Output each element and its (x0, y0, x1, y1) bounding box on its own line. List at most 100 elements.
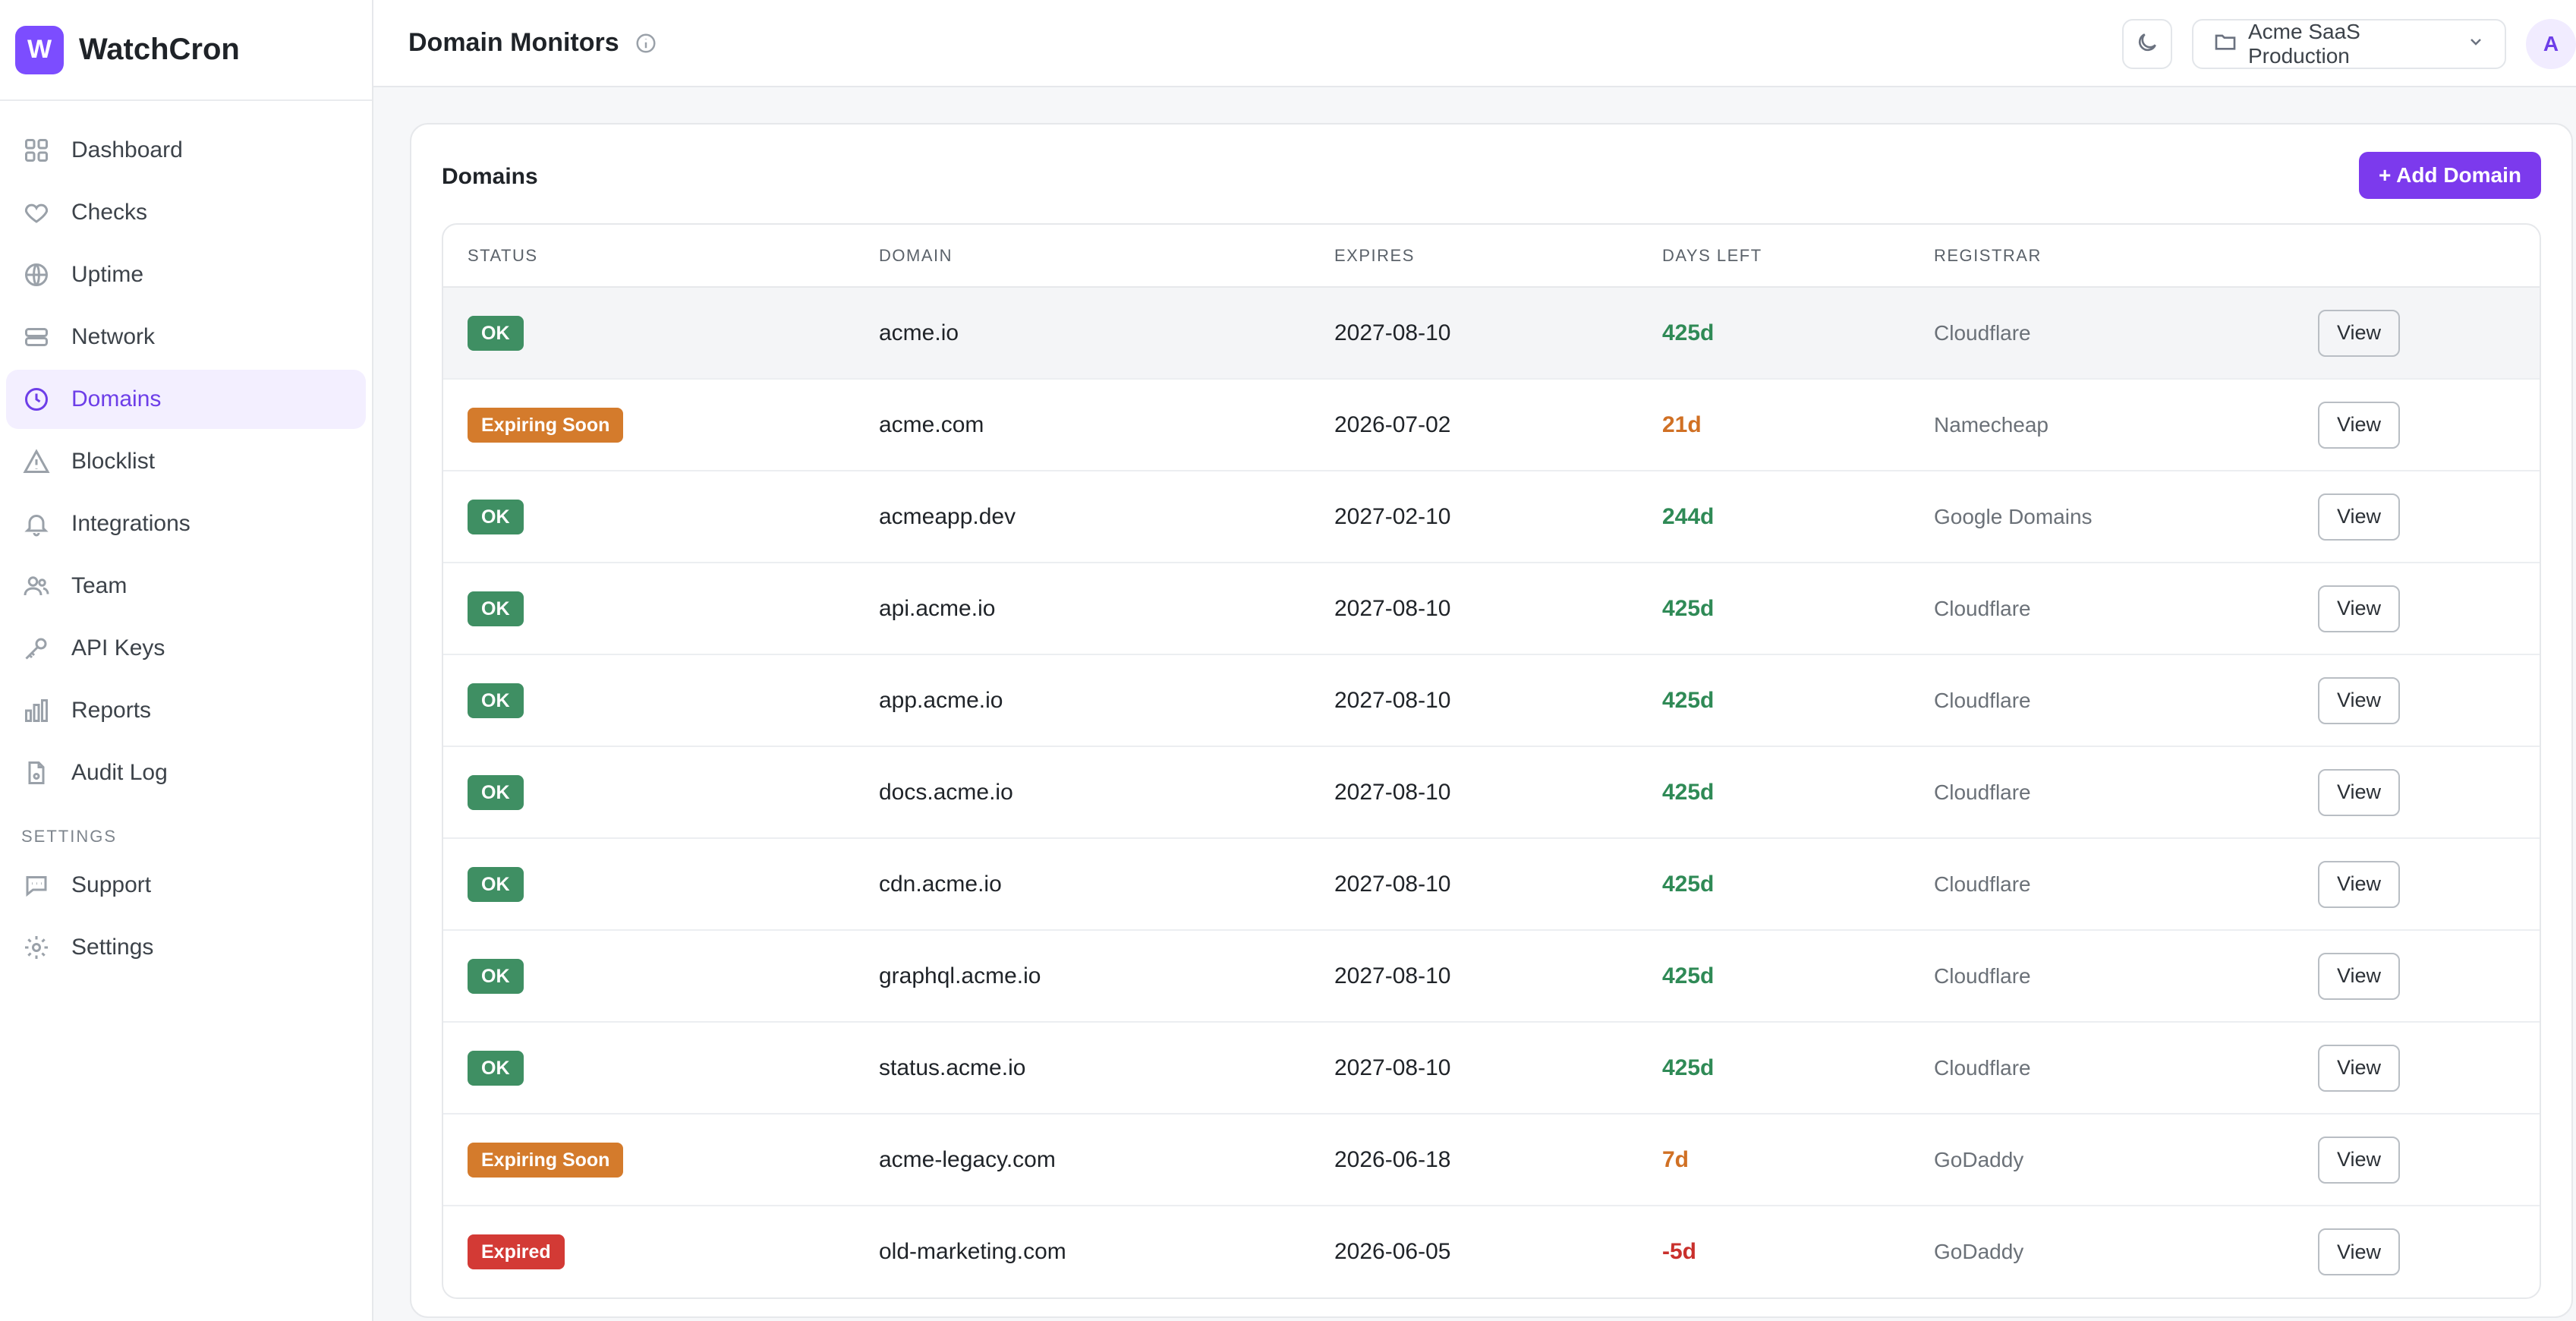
table-row[interactable]: OK graphql.acme.io 2027-08-10 425d Cloud… (443, 930, 2540, 1023)
sidebar-item-team[interactable]: Team (6, 556, 366, 616)
status-badge: OK (468, 591, 524, 626)
bell-icon (21, 509, 52, 539)
project-select[interactable]: Acme SaaS Production (2192, 18, 2506, 69)
table-row[interactable]: OK api.acme.io 2027-08-10 425d Cloudflar… (443, 563, 2540, 655)
expires-cell: 2027-08-10 (1310, 838, 1638, 931)
sidebar-item-label: API Keys (71, 635, 165, 660)
column-header-days-left[interactable]: DAYS LEFT (1638, 225, 1910, 288)
view-button[interactable]: View (2318, 585, 2400, 632)
sidebar-item-label: Uptime (71, 262, 144, 287)
registrar-cell: GoDaddy (1934, 1240, 2024, 1263)
domain-cell: api.acme.io (855, 563, 1310, 655)
column-header-domain[interactable]: DOMAIN (855, 225, 1310, 288)
expires-cell: 2027-08-10 (1310, 287, 1638, 380)
globe-icon (21, 260, 52, 290)
brand-logo: W (15, 25, 64, 74)
domain-cell: acmeapp.dev (855, 471, 1310, 563)
table-row[interactable]: Expiring Soon acme-legacy.com 2026-06-18… (443, 1114, 2540, 1206)
domains-table-wrapper: STATUS DOMAIN EXPIRES DAYS LEFT REGISTRA… (442, 223, 2541, 1299)
registrar-cell: GoDaddy (1910, 1114, 2294, 1206)
theme-toggle-button[interactable] (2122, 18, 2172, 69)
registrar-cell: Google Domains (1910, 471, 2294, 563)
sidebar-item-support[interactable]: Support (6, 856, 366, 915)
sidebar-item-integrations[interactable]: Integrations (6, 494, 366, 553)
sidebar-item-label: Support (71, 872, 152, 897)
table-header-row: STATUS DOMAIN EXPIRES DAYS LEFT REGISTRA… (443, 225, 2540, 288)
column-header-registrar[interactable]: REGISTRAR (1910, 225, 2294, 288)
sidebar-item-uptime[interactable]: Uptime (6, 245, 366, 304)
registrar-cell: Cloudflare (1910, 654, 2294, 747)
card-title: Domains (442, 164, 538, 189)
days-left-cell: 425d (1638, 930, 1910, 1023)
table-row[interactable]: OK app.acme.io 2027-08-10 425d Cloudflar… (443, 654, 2540, 747)
sidebar-item-label: Integrations (71, 511, 191, 536)
sidebar-item-settings[interactable]: Settings (6, 918, 366, 977)
view-button[interactable]: View (2318, 493, 2400, 541)
table-row[interactable]: OK status.acme.io 2027-08-10 425d Cloudf… (443, 1022, 2540, 1114)
view-button[interactable]: View (2318, 860, 2400, 908)
registrar-cell: Cloudflare (1910, 838, 2294, 931)
view-button[interactable]: View (2318, 1044, 2400, 1092)
sidebar-item-domains[interactable]: Domains (6, 370, 366, 429)
expires-cell: 2026-06-18 (1310, 1114, 1638, 1206)
table-row[interactable]: OK docs.acme.io 2027-08-10 425d Cloudfla… (443, 746, 2540, 839)
view-button[interactable]: View (2318, 952, 2400, 1000)
sidebar-item-checks[interactable]: Checks (6, 183, 366, 242)
days-left-cell: 425d (1638, 1022, 1910, 1114)
domain-cell: graphql.acme.io (855, 930, 1310, 1023)
info-icon[interactable] (635, 32, 657, 55)
column-header-expires[interactable]: EXPIRES (1310, 225, 1638, 288)
table-row[interactable]: OK cdn.acme.io 2027-08-10 425d Cloudflar… (443, 838, 2540, 931)
domain-cell: acme.com (855, 379, 1310, 471)
settings-heading: SETTINGS (21, 827, 118, 846)
avatar[interactable]: A (2526, 18, 2576, 69)
table-row[interactable]: Expired old-marketing.com 2026-06-05 -5d… (443, 1206, 2540, 1297)
status-badge: Expiring Soon (468, 1142, 624, 1178)
table-row[interactable]: Expiring Soon acme.com 2026-07-02 21d Na… (443, 379, 2540, 471)
sidebar-item-audit-log[interactable]: Audit Log (6, 743, 366, 802)
status-badge: OK (468, 315, 524, 351)
days-left-cell: 7d (1638, 1114, 1910, 1206)
key-icon (21, 633, 52, 664)
column-header-status[interactable]: STATUS (443, 225, 855, 288)
add-domain-button[interactable]: + Add Domain (2359, 152, 2541, 199)
registrar-cell: Namecheap (1910, 379, 2294, 471)
expires-cell: 2026-07-02 (1310, 379, 1638, 471)
sidebar-item-blocklist[interactable]: Blocklist (6, 432, 366, 491)
table-row[interactable]: OK acme.io 2027-08-10 425d Cloudflare Vi… (443, 287, 2540, 380)
sidebar: W WatchCron Dashboard Checks Uptime Netw… (0, 0, 373, 1321)
sidebar-item-reports[interactable]: Reports (6, 681, 366, 740)
sidebar-item-label: Reports (71, 698, 152, 723)
domain-cell: cdn.acme.io (855, 838, 1310, 931)
status-badge: OK (468, 958, 524, 994)
view-button[interactable]: View (2318, 1228, 2400, 1275)
view-button[interactable]: View (2318, 768, 2400, 816)
view-button[interactable]: View (2318, 309, 2400, 357)
registrar-cell: Cloudflare (1910, 287, 2294, 380)
view-button[interactable]: View (2318, 676, 2400, 724)
chevron-down-icon (2467, 33, 2485, 55)
expires-cell: 2027-08-10 (1310, 1022, 1638, 1114)
days-left-cell: 244d (1638, 471, 1910, 563)
domains-table: STATUS DOMAIN EXPIRES DAYS LEFT REGISTRA… (443, 225, 2540, 1297)
table-row[interactable]: OK acmeapp.dev 2027-02-10 244d Google Do… (443, 471, 2540, 563)
expires-cell: 2026-06-05 (1334, 1239, 1451, 1264)
days-left-cell: -5d (1662, 1239, 1696, 1264)
sidebar-item-api-keys[interactable]: API Keys (6, 619, 366, 678)
sidebar-item-label: Audit Log (71, 760, 168, 785)
top-actions: Acme SaaS Production A (2122, 0, 2576, 87)
view-button[interactable]: View (2318, 401, 2400, 449)
users-icon (21, 571, 52, 601)
clock-icon (21, 384, 52, 415)
page-title: Domain Monitors (408, 28, 619, 57)
view-button[interactable]: View (2318, 1136, 2400, 1184)
domain-cell: docs.acme.io (855, 746, 1310, 839)
brand[interactable]: W WatchCron (0, 0, 372, 101)
main-content: Domain Monitors Acme SaaS Production A D… (373, 0, 2576, 1321)
sidebar-item-network[interactable]: Network (6, 307, 366, 367)
sidebar-item-dashboard[interactable]: Dashboard (6, 121, 366, 180)
project-select-value: Acme SaaS Production (2248, 19, 2360, 68)
status-badge: OK (468, 866, 524, 902)
gear-icon (21, 932, 52, 963)
bar-chart-icon (21, 695, 52, 726)
